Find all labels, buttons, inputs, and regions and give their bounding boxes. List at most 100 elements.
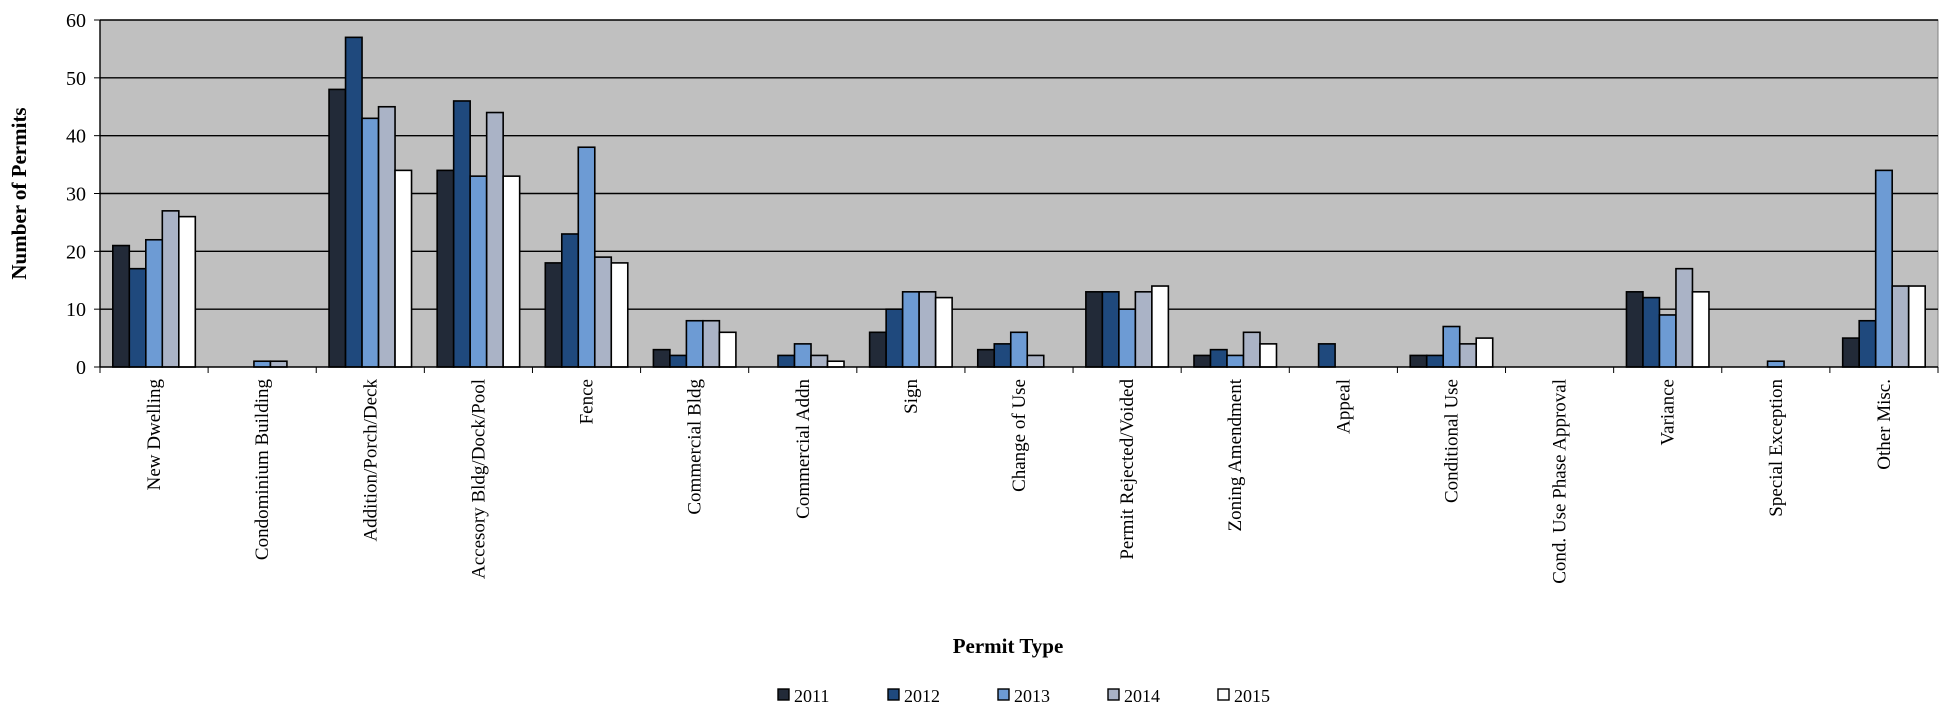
bar-2015-17: [1907, 285, 1926, 368]
bar-2011-11: [1193, 354, 1212, 368]
y-tick-label: 0: [76, 357, 86, 379]
legend-swatch-2015: [1217, 688, 1230, 701]
bar-2015-7: [826, 360, 845, 368]
bar-2015-13: [1475, 337, 1494, 368]
legend-label-2015: 2015: [1234, 686, 1270, 706]
x-category-label: New Dwelling: [144, 379, 165, 491]
bar-2012-3: [344, 36, 363, 368]
bar-2014-1: [161, 210, 180, 368]
bar-2012-10: [1101, 291, 1120, 368]
legend-swatch-2014: [1107, 688, 1120, 701]
bar-2013-17: [1874, 169, 1893, 368]
legend-label-2013: 2013: [1014, 686, 1050, 706]
bar-2014-6: [702, 319, 721, 368]
y-tick-label: 30: [66, 184, 86, 206]
legend-swatch-2011: [777, 688, 790, 701]
bar-2013-11: [1226, 354, 1245, 368]
bar-2012-12: [1317, 343, 1336, 368]
bar-2013-3: [361, 117, 380, 368]
x-category-label: Accesory Bldg/Dock/Pool: [468, 379, 489, 579]
bar-2015-10: [1151, 285, 1170, 368]
bar-2011-9: [976, 348, 996, 368]
bar-2013-9: [1009, 331, 1029, 368]
x-axis-title: Permit Type: [953, 634, 1064, 658]
bar-2014-10: [1134, 291, 1153, 368]
x-category-label: Condominium Building: [252, 379, 273, 561]
x-category-label: Other Misc.: [1874, 379, 1895, 470]
bar-2011-15: [1625, 291, 1644, 368]
bar-2013-15: [1658, 314, 1677, 368]
bar-2013-4: [469, 175, 488, 368]
legend-label-2012: 2012: [904, 686, 940, 706]
bar-2013-10: [1118, 308, 1137, 368]
bar-2015-4: [502, 175, 521, 368]
bar-2011-10: [1085, 291, 1104, 368]
bar-2015-1: [178, 215, 197, 368]
y-tick-label: 50: [66, 68, 86, 90]
bar-2014-2: [269, 360, 288, 368]
bar-2014-9: [1026, 354, 1045, 368]
y-tick-label: 40: [66, 126, 86, 148]
bar-2014-3: [377, 105, 396, 368]
bar-2012-17: [1858, 319, 1877, 368]
bar-2012-4: [452, 100, 471, 368]
bar-2012-1: [128, 267, 147, 368]
bars: [112, 36, 1926, 368]
bar-2011-1: [112, 244, 131, 368]
bar-2013-6: [685, 319, 704, 368]
bar-2011-4: [436, 169, 455, 368]
x-category-label: Conditional Use: [1441, 379, 1462, 503]
bar-2015-8: [934, 296, 953, 368]
bar-2012-11: [1209, 348, 1228, 368]
bar-2012-13: [1425, 354, 1445, 368]
x-category-label: Addition/Porch/Deck: [360, 379, 381, 542]
legend-label-2011: 2011: [794, 686, 829, 706]
bar-2015-5: [610, 262, 629, 368]
bar-2012-15: [1642, 296, 1661, 368]
bar-2014-4: [485, 111, 504, 368]
bar-2013-13: [1442, 325, 1461, 368]
x-category-label: Variance: [1658, 379, 1679, 445]
y-axis-title: Number of Permits: [7, 107, 31, 279]
bar-2014-7: [810, 354, 829, 368]
y-tick-label: 20: [66, 241, 86, 263]
bar-2012-9: [993, 343, 1012, 368]
bar-2013-1: [145, 238, 164, 368]
legend-label-2014: 2014: [1124, 686, 1160, 706]
legend: 2011 2012 2013 2014 2015: [777, 686, 1270, 706]
bar-2012-6: [669, 354, 688, 368]
x-category-label: Change of Use: [1009, 379, 1030, 492]
y-tick-labels: 0 10 20 30 40 50 60: [66, 10, 100, 379]
bar-2013-16: [1766, 360, 1785, 368]
x-category-label: Fence: [577, 379, 598, 424]
x-category-label: Special Exception: [1766, 379, 1787, 517]
y-tick-label: 10: [66, 299, 86, 321]
bar-2013-7: [793, 343, 812, 368]
bar-2015-6: [718, 331, 737, 368]
bar-2015-15: [1691, 291, 1710, 368]
bar-2013-5: [577, 146, 596, 368]
bar-2011-13: [1409, 354, 1428, 368]
bar-2014-5: [593, 256, 613, 368]
bar-2012-7: [777, 354, 796, 368]
bar-2011-8: [868, 331, 887, 368]
bar-2014-13: [1458, 343, 1478, 368]
x-category-label: Appeal: [1333, 379, 1354, 434]
x-category-labels: New Dwelling Condominium Building Addition…: [144, 378, 1895, 583]
x-category-label: Zoning Amendment: [1225, 378, 1246, 531]
bar-2013-2: [253, 360, 272, 368]
legend-swatch-2012: [887, 688, 900, 701]
x-category-label: Permit Rejected/Voided: [1117, 379, 1138, 560]
x-category-label: Commercial Addn: [793, 379, 814, 519]
bar-2014-11: [1242, 331, 1261, 368]
bar-2011-5: [544, 262, 563, 368]
bar-2011-17: [1841, 337, 1860, 368]
bar-2012-8: [885, 308, 904, 368]
x-category-label: Sign: [901, 379, 922, 414]
bar-2011-6: [652, 348, 671, 368]
bar-2014-8: [918, 291, 937, 368]
x-category-label: Commercial Bldg: [685, 379, 706, 515]
bar-2015-11: [1259, 343, 1278, 368]
bar-2013-8: [901, 291, 920, 368]
